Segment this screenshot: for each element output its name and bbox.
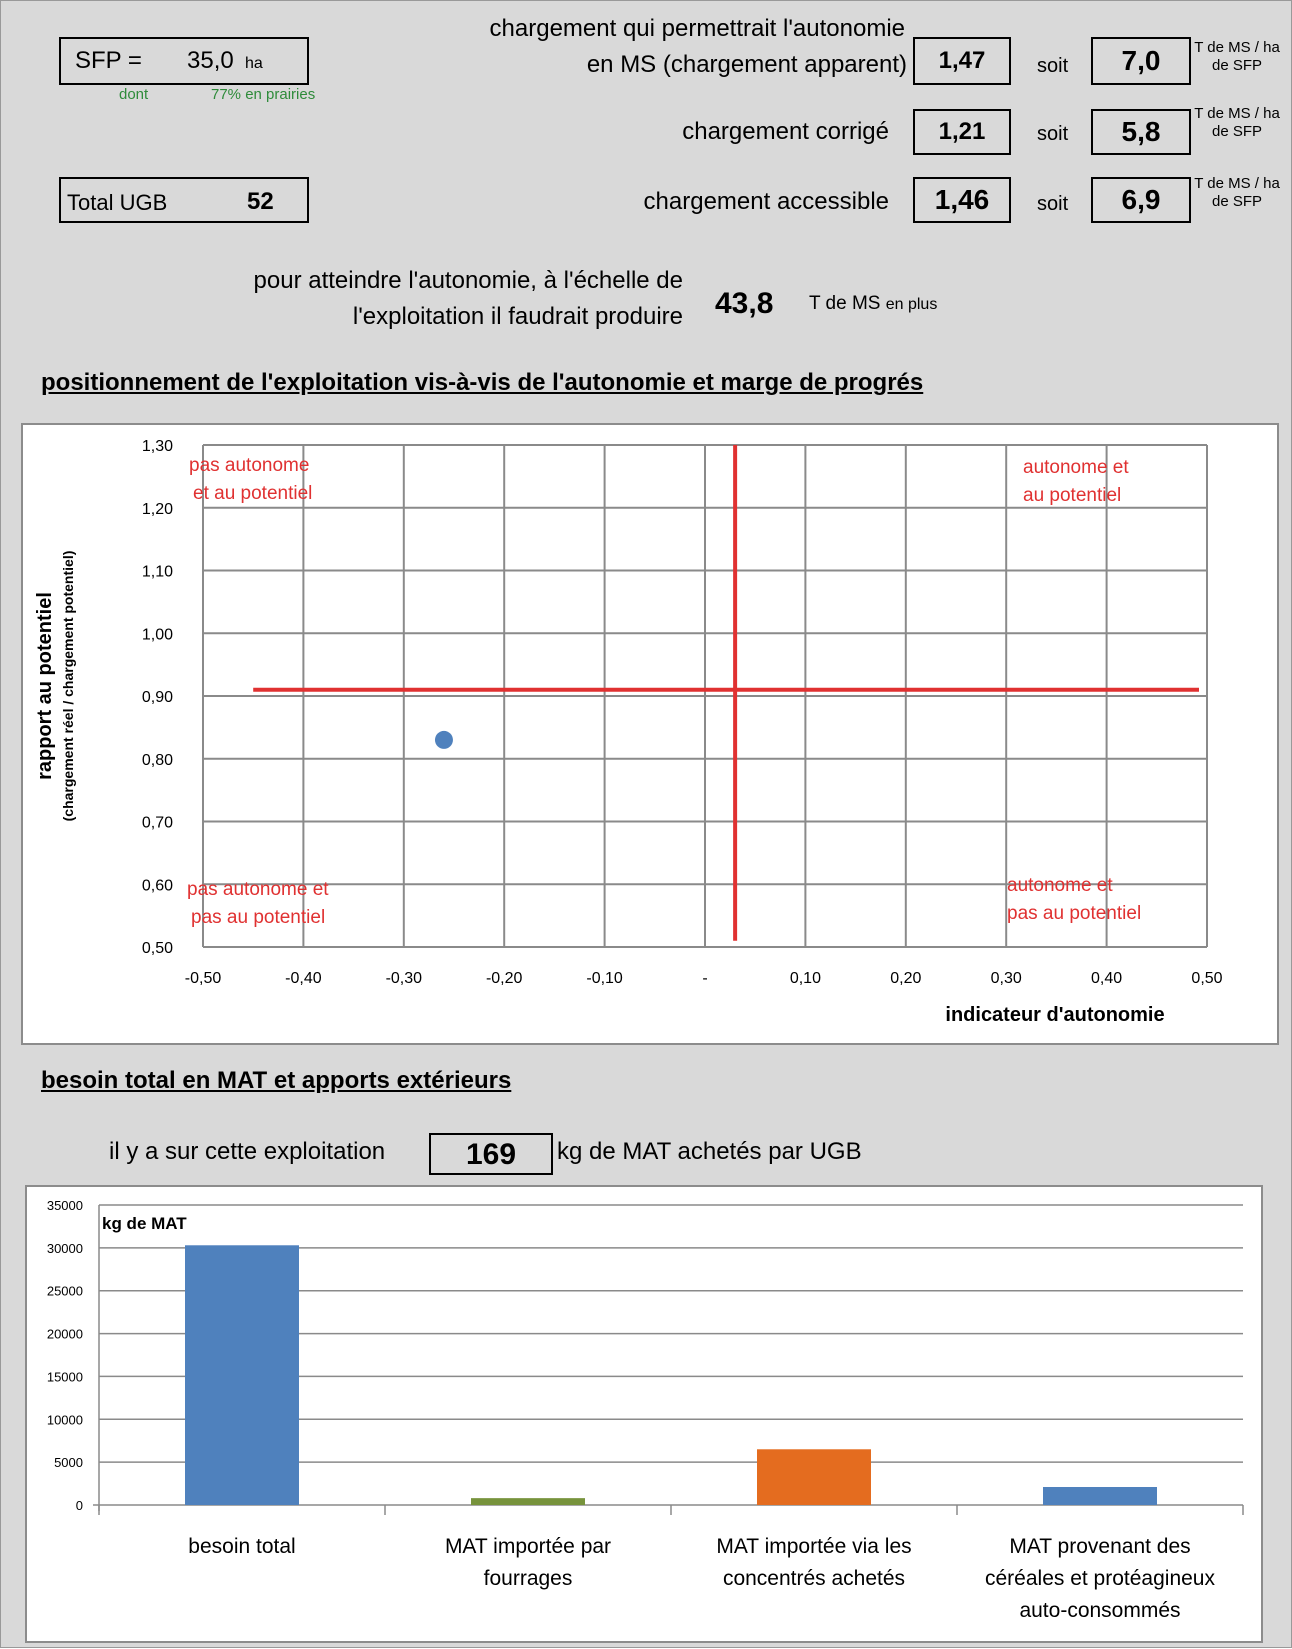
x-tick-label: 0,50 <box>1191 970 1222 987</box>
y-tick-label: 1,10 <box>142 564 173 581</box>
ugb-box <box>59 177 309 223</box>
charge-corrige-label: chargement corrigé <box>682 118 889 145</box>
charge-apparent-unit: T de MS / ha de SFP <box>1194 39 1280 74</box>
charge-corrige-unit: T de MS / ha de SFP <box>1194 105 1280 140</box>
y-tick-label: 1,20 <box>142 501 173 518</box>
x-tick-label: 0,40 <box>1091 970 1122 987</box>
data-point <box>434 730 453 749</box>
quadrant-label: et au potentiel <box>193 483 312 504</box>
charge-apparent-line2: en MS (chargement apparent) <box>586 51 907 78</box>
bar-chart-panel <box>25 1185 1263 1643</box>
quadrant-label: au potentiel <box>1023 485 1121 506</box>
y-tick-label: 0,60 <box>142 877 173 894</box>
y-tick-label: 0,70 <box>142 815 173 832</box>
charge-apparent-tms: 7,0 <box>1091 37 1191 85</box>
x-tick-label: 0,30 <box>991 970 1022 987</box>
mat-achete-suffix: kg de MAT achetés par UGB <box>557 1138 862 1165</box>
y-tick-label: 0,80 <box>142 752 173 769</box>
x-tick-label: -0,30 <box>386 970 423 987</box>
sfp-label: SFP = <box>75 47 142 74</box>
production-unit: T de MS en plus <box>809 293 938 314</box>
x-tick-label: -0,20 <box>486 970 523 987</box>
y-axis-subtitle: (chargement réel / chargement potentiel) <box>60 551 76 822</box>
sfp-box <box>59 37 309 85</box>
sfp-unit: ha <box>245 55 263 72</box>
y-tick-label: 1,00 <box>142 626 173 643</box>
scatter-chart: -0,50 -0,40 -0,30 -0,20 -0,10-0,10 0,20 0,30 0,… <box>34 438 1223 1026</box>
x-tick-label: -0,10 <box>586 970 623 987</box>
scatter-chart-panel <box>21 423 1279 1045</box>
quadrant-label: pas autonome <box>189 455 309 476</box>
quadrant-label: autonome et <box>1023 457 1129 478</box>
charge-accessible-label: chargement accessible <box>643 188 889 215</box>
y-tick-label: 1,30 <box>142 438 173 455</box>
charge-corrige-soit: soit <box>1037 123 1069 145</box>
production-value: 43,8 <box>715 287 774 320</box>
charge-corrige-value: 1,21 <box>913 109 1011 155</box>
charge-apparent-soit: soit <box>1037 55 1069 77</box>
section-positionnement-title: positionnement de l'exploitation vis-à-v… <box>41 369 924 396</box>
mat-achete-prefix: il y a sur cette exploitation <box>109 1138 386 1165</box>
y-tick-label: 0,50 <box>142 940 173 957</box>
x-tick-label: -0,50 <box>185 970 222 987</box>
sfp-value: 35,0 <box>187 47 234 74</box>
quadrant-label: pas autonome et <box>187 879 329 900</box>
x-tick-label: -0,40 <box>285 970 322 987</box>
quadrant-label: autonome et <box>1007 875 1113 896</box>
x-tick-label: 0,10 <box>790 970 821 987</box>
mat-achete-value: 169 <box>429 1133 553 1175</box>
charge-corrige-tms: 5,8 <box>1091 109 1191 155</box>
production-text-line2: l'exploitation il faudrait produire <box>352 303 683 330</box>
ugb-value: 52 <box>247 188 274 215</box>
y-tick-label: 0,90 <box>142 689 173 706</box>
quadrant-label: pas au potentiel <box>191 907 325 928</box>
ugb-label: Total UGB <box>67 190 168 215</box>
charge-apparent-value: 1,47 <box>913 37 1011 85</box>
x-axis-title: indicateur d'autonomie <box>945 1004 1164 1026</box>
charge-apparent-line1: chargement qui permettrait l'autonomie <box>489 15 905 42</box>
charge-accessible-value: 1,46 <box>913 177 1011 223</box>
y-axis-title: rapport au potentiel <box>34 592 56 780</box>
charge-accessible-tms: 6,9 <box>1091 177 1191 223</box>
production-text-line1: pour atteindre l'autonomie, à l'échelle … <box>253 267 683 294</box>
sfp-dont: dont <box>119 86 149 103</box>
section-mat-title: besoin total en MAT et apports extérieur… <box>41 1067 512 1094</box>
x-tick-label: - <box>702 970 707 987</box>
charge-accessible-unit: T de MS / ha de SFP <box>1194 175 1280 210</box>
x-tick-label: 0,20 <box>890 970 921 987</box>
sfp-prairies: 77% en prairies <box>211 86 316 103</box>
quadrant-label: pas au potentiel <box>1007 903 1141 924</box>
charge-accessible-soit: soit <box>1037 193 1069 215</box>
